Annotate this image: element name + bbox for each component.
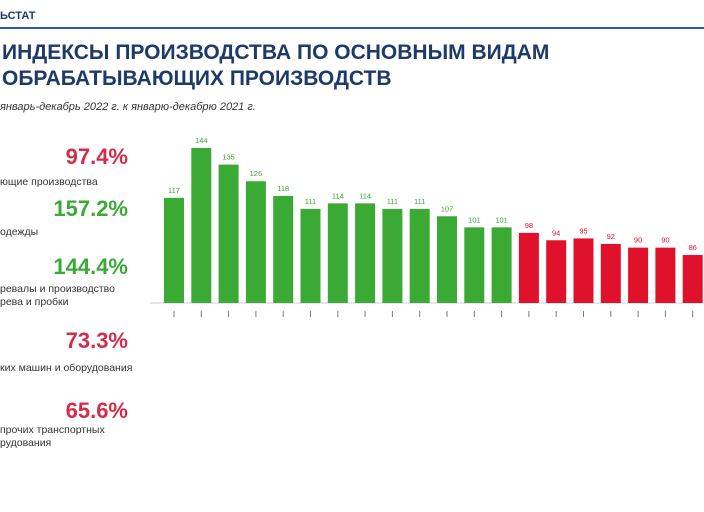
data-label-19: 90 (661, 236, 669, 245)
bar-12 (464, 227, 485, 303)
kpi-value: 157.2% (53, 196, 128, 221)
data-label-14: 98 (525, 221, 533, 230)
bar-6 (300, 208, 321, 303)
data-label-16: 95 (579, 226, 587, 235)
data-label-7: 114 (332, 191, 344, 200)
data-label-5: 118 (277, 184, 289, 193)
bar-11 (437, 216, 457, 303)
kpi-value: 97.4% (65, 144, 128, 169)
title-line-2: ОБРАБАТЫВАЮЩИХ ПРОИЗВОДСТВ (2, 67, 392, 90)
header-divider (0, 27, 704, 29)
page-title: ИНДЕКСЫ ПРОИЗВОДСТВА ПО ОСНОВНЫМ ВИДАМ О… (2, 40, 702, 92)
kpi-label: рудования (0, 437, 52, 449)
kpi-value: 144.4% (53, 254, 128, 279)
data-label-12: 101 (468, 215, 481, 224)
period-subtitle: январь-декабрь 2022 г. к январю-декабрю … (0, 101, 256, 113)
data-label-18: 90 (634, 236, 642, 245)
bar-10 (409, 208, 430, 303)
bar-5 (273, 195, 294, 303)
kpi-label: одежды (0, 226, 39, 238)
data-label-9: 111 (387, 197, 398, 206)
bar-2 (191, 148, 212, 303)
data-label-3: 135 (222, 153, 235, 162)
kpi-label: ющие производства (0, 176, 98, 188)
title-line-1: ИНДЕКСЫ ПРОИЗВОДСТВА ПО ОСНОВНЫМ ВИДАМ (2, 41, 550, 64)
kpi-label: ких машин и оборудования (0, 362, 133, 374)
bar-17 (600, 243, 621, 303)
bar-8 (355, 203, 376, 303)
bar-16 (573, 238, 594, 303)
bar-1 (164, 197, 184, 303)
bar-15 (546, 240, 567, 303)
bar-14 (518, 232, 539, 303)
data-label-13: 101 (495, 215, 508, 224)
production-index-chart: 117 144 135 126 118 111 114 114 111 111 107 101 101 9… (150, 136, 704, 317)
data-label-6: 111 (305, 197, 316, 206)
data-label-4: 126 (250, 169, 263, 178)
kpi-label: ревалы и производство (0, 283, 115, 295)
bar-19 (655, 247, 676, 303)
brand-name: ЬСТАТ (0, 10, 36, 22)
header-bar: ЬСТАТ (0, 0, 704, 30)
data-label-2: 144 (195, 136, 208, 145)
bar-20 (682, 255, 703, 303)
kpi-value: 65.6% (65, 398, 128, 423)
data-label-11: 107 (441, 204, 454, 213)
data-label-15: 94 (552, 228, 560, 237)
bar-7 (327, 203, 348, 303)
bar-9 (382, 208, 403, 303)
bar-3 (218, 164, 239, 303)
data-label-10: 111 (414, 197, 425, 206)
bar-4 (245, 181, 266, 303)
data-label-17: 92 (607, 232, 615, 241)
kpi-label: рева и пробки (0, 296, 69, 308)
data-label-8: 114 (359, 191, 371, 200)
bar-18 (628, 247, 649, 303)
kpi-label: прочих транспортных (0, 424, 105, 436)
bar-13 (491, 227, 512, 303)
data-label-20: 86 (689, 243, 697, 252)
data-label-1: 117 (168, 186, 180, 195)
kpi-value: 73.3% (65, 328, 128, 353)
